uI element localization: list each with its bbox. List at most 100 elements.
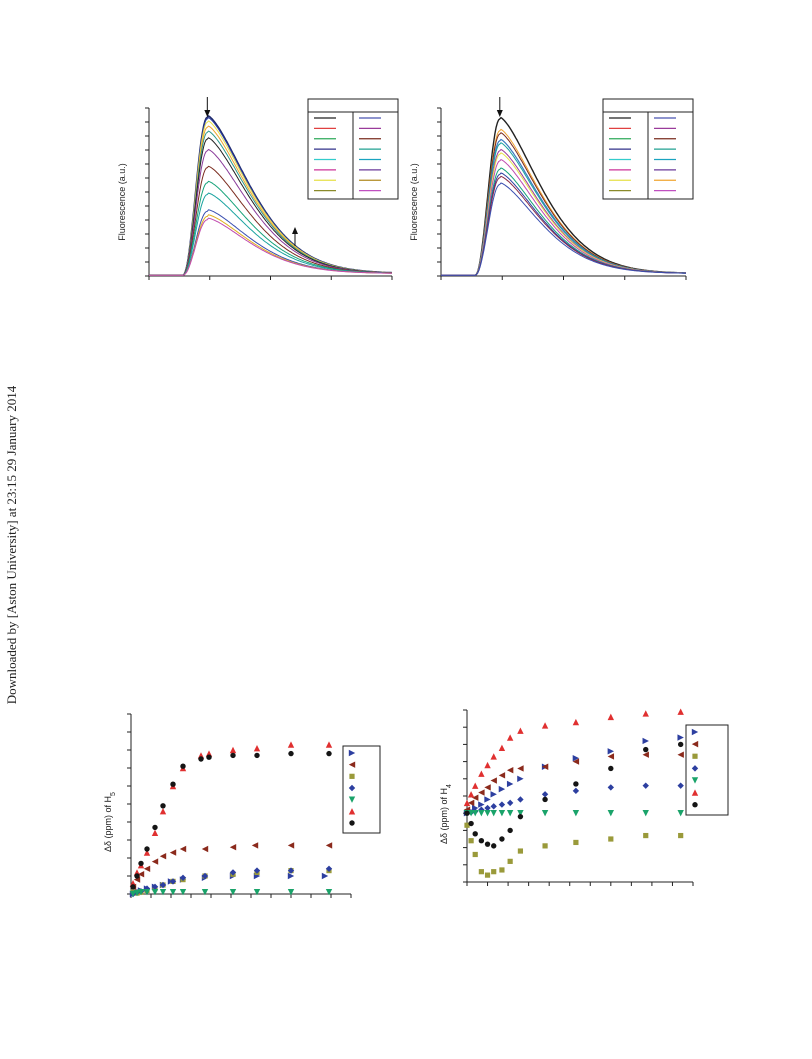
data-point <box>678 832 684 839</box>
data-point <box>490 791 497 798</box>
data-point <box>677 734 684 741</box>
legend-marker-5 <box>691 789 699 796</box>
data-point <box>201 845 209 853</box>
data-point <box>506 780 514 788</box>
data-point <box>130 884 136 890</box>
spectra-axes-1 <box>437 107 687 280</box>
data-point <box>472 794 479 801</box>
legend-box <box>685 724 729 816</box>
legend-marker-1 <box>348 761 356 768</box>
spectrum-line-12 <box>149 217 392 276</box>
data-point <box>484 784 491 791</box>
data-point <box>253 745 261 752</box>
data-point <box>137 889 145 896</box>
data-point <box>506 734 514 741</box>
data-point <box>484 841 491 847</box>
data-point <box>129 890 137 898</box>
data-point <box>143 865 151 872</box>
spectrum-line-11 <box>441 182 687 276</box>
data-point <box>325 842 333 849</box>
data-point <box>517 848 524 854</box>
data-point <box>572 787 580 795</box>
data-point <box>608 765 614 772</box>
data-point <box>677 751 684 758</box>
series-2-square <box>464 822 684 878</box>
series-6-circle <box>464 741 684 849</box>
data-point <box>287 867 295 874</box>
data-point <box>325 889 333 896</box>
data-point <box>499 867 505 873</box>
y-axis-label-1: Fluorescence (a.u.) <box>409 163 419 241</box>
data-point <box>159 853 167 860</box>
data-point <box>463 799 471 807</box>
data-point <box>287 889 295 896</box>
data-point <box>152 824 158 831</box>
data-point <box>498 810 506 817</box>
data-point <box>169 878 177 885</box>
legend-0 <box>307 98 399 200</box>
data-point <box>472 782 479 789</box>
data-point <box>467 791 475 798</box>
data-point <box>490 810 497 817</box>
data-point <box>467 810 475 817</box>
legend-marker-3 <box>348 784 356 792</box>
up-arrow-head <box>292 227 298 234</box>
data-point <box>151 883 159 890</box>
y-axis-label-0: Fluorescence (a.u.) <box>117 163 127 241</box>
data-point <box>573 839 579 846</box>
data-point <box>642 737 649 745</box>
legend-marker-6 <box>349 820 355 826</box>
data-point <box>478 770 485 777</box>
data-point <box>478 869 484 875</box>
data-point <box>229 844 237 851</box>
data-point <box>484 872 491 878</box>
y-axis-label-2: Δδ (ppm) of H5 <box>103 792 117 852</box>
data-point <box>478 801 485 808</box>
data-point <box>151 889 159 896</box>
data-point <box>472 851 478 858</box>
data-point <box>464 810 470 816</box>
data-point <box>517 813 524 820</box>
data-point <box>677 810 684 817</box>
series-5-tri-up <box>129 741 333 887</box>
data-point <box>179 889 187 896</box>
data-point <box>170 781 176 787</box>
data-point <box>507 827 513 834</box>
data-point <box>506 810 514 817</box>
legend-marker-1 <box>691 740 699 748</box>
data-point <box>287 872 295 880</box>
data-point <box>254 752 260 759</box>
data-point <box>490 777 497 784</box>
data-point <box>484 804 491 812</box>
down-arrow-head <box>496 110 503 117</box>
data-point <box>517 810 524 817</box>
data-point <box>542 843 548 849</box>
legend-marker-2 <box>349 773 355 779</box>
data-point <box>325 865 333 872</box>
data-point <box>490 753 497 760</box>
data-point <box>517 796 524 803</box>
data-point <box>198 756 204 762</box>
data-point <box>230 752 236 759</box>
legend-marker-3 <box>691 765 699 772</box>
data-point <box>229 869 237 876</box>
data-point <box>321 872 329 880</box>
data-point <box>468 820 474 827</box>
data-point <box>325 741 333 748</box>
legend-2 <box>342 745 381 834</box>
data-point <box>607 753 615 760</box>
data-point <box>253 889 261 896</box>
data-point <box>160 803 166 809</box>
series-6-circle <box>130 750 332 890</box>
data-point <box>572 718 580 726</box>
series-4-tri-down <box>463 810 684 817</box>
data-point <box>201 872 209 880</box>
data-point <box>159 889 167 896</box>
data-point <box>541 791 549 798</box>
data-point <box>287 741 295 748</box>
legend-marker-0 <box>691 728 699 736</box>
legend-marker-4 <box>348 796 356 803</box>
data-point <box>179 874 187 881</box>
scatter-axes-3 <box>463 709 694 886</box>
